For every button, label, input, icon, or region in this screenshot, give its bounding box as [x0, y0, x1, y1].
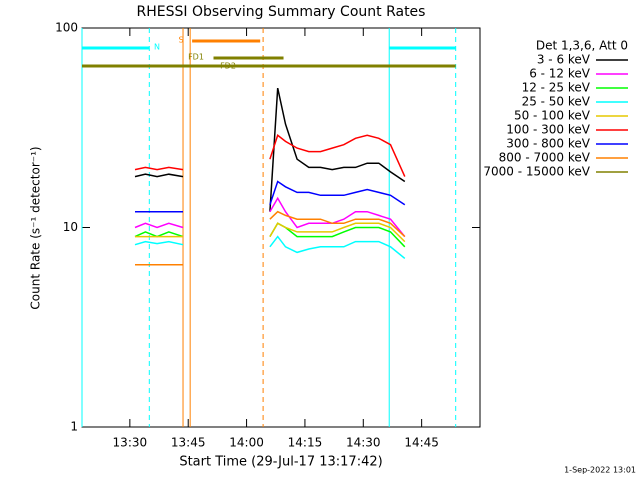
x-tick-label: 14:30: [346, 436, 381, 450]
series-line: [134, 235, 406, 259]
series-line: [135, 222, 406, 243]
series-line: [134, 134, 406, 177]
y-axis-label: Count Rate (s⁻¹ detector⁻¹): [29, 146, 43, 309]
interval-label: FD2: [220, 62, 236, 71]
footer: 1-Sep-2022 13:01: [564, 466, 636, 475]
series-line: [135, 180, 406, 213]
y-tick-label: 10: [63, 220, 78, 234]
x-tick-label: 13:30: [113, 436, 148, 450]
legend-label: 6 - 12 keV: [529, 67, 591, 81]
series-line: [135, 210, 406, 266]
legend-label: 7000 - 15000 keV: [483, 165, 590, 179]
x-tick-label: 14:15: [288, 436, 323, 450]
x-tick-label: 14:00: [229, 436, 264, 450]
x-axis-label: Start Time (29-Jul-17 13:17:42): [179, 455, 382, 470]
x-tick-label: 13:45: [171, 436, 206, 450]
legend-label: 3 - 6 keV: [537, 53, 591, 67]
chart-title: RHESSI Observing Summary Count Rates: [137, 4, 426, 20]
interval-label: N: [154, 43, 160, 52]
legend-label: 100 - 300 keV: [506, 123, 590, 137]
legend-label: 25 - 50 keV: [522, 95, 591, 109]
x-tick-label: 14:45: [404, 436, 439, 450]
legend-label: 12 - 25 keV: [522, 81, 591, 95]
legend-label: 800 - 7000 keV: [499, 151, 591, 165]
y-tick-label: 100: [55, 21, 78, 35]
legend-label: 300 - 800 keV: [506, 137, 590, 151]
legend-title: Det 1,3,6, Att 0: [536, 39, 628, 53]
series-line: [134, 87, 406, 212]
interval-label: S: [178, 36, 183, 45]
y-tick-label: 1: [70, 420, 78, 434]
plot-frame: [81, 27, 481, 428]
legend-label: 50 - 100 keV: [514, 109, 591, 123]
interval-label: FD1: [188, 53, 204, 62]
